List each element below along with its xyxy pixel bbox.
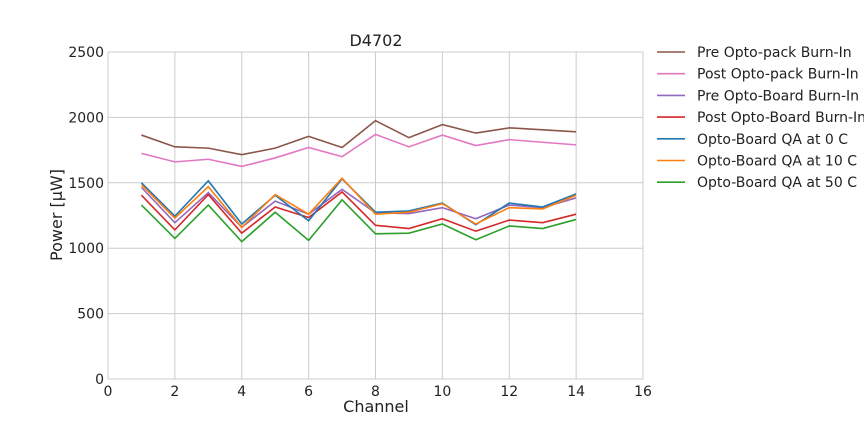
grid-lines: [107, 51, 644, 380]
x-axis-title: Channel: [343, 397, 409, 416]
y-tick-label: 1500: [68, 176, 104, 192]
x-tick-label: 14: [567, 384, 585, 400]
legend: Pre Opto-pack Burn-In Post Opto-pack Burn…: [657, 45, 864, 191]
x-tick-label: 12: [500, 384, 518, 400]
x-tick-label: 0: [104, 384, 113, 400]
y-tick-label: 2000: [68, 110, 104, 126]
legend-label-6: Opto-Board QA at 10 C: [697, 154, 857, 170]
y-tick-label: 2500: [68, 45, 104, 61]
x-tick-label: 10: [433, 384, 451, 400]
x-tick-label: 2: [170, 384, 179, 400]
legend-label-4: Post Opto-Board Burn-In: [697, 110, 864, 126]
y-tick-label: 0: [95, 372, 104, 388]
x-tick-label: 6: [304, 384, 313, 400]
x-tick-label: 4: [237, 384, 246, 400]
legend-label-2: Post Opto-pack Burn-In: [697, 67, 859, 83]
legend-label-1: Pre Opto-pack Burn-In: [697, 45, 852, 61]
series-lines: [140, 119, 577, 243]
legend-label-5: Opto-Board QA at 0 C: [697, 132, 848, 148]
series-line-4: [140, 190, 577, 235]
y-axis-title: Power [μW]: [47, 169, 66, 261]
series-line-2: [141, 133, 577, 168]
series-line-6: [140, 177, 577, 229]
tick-labels: 0 2 4 6 8 10 12 14 16 0 500 1000 1500 2000 2500: [68, 45, 652, 400]
y-tick-label: 1000: [68, 241, 104, 257]
x-tick-label: 8: [371, 384, 380, 400]
legend-label-7: Opto-Board QA at 50 C: [697, 175, 857, 191]
y-tick-label: 500: [77, 307, 104, 323]
series-line-7: [140, 198, 577, 243]
series-line-1: [141, 119, 577, 156]
chart-title: D4702: [349, 31, 402, 50]
legend-label-3: Pre Opto-Board Burn-In: [697, 88, 859, 104]
x-tick-label: 16: [634, 384, 652, 400]
